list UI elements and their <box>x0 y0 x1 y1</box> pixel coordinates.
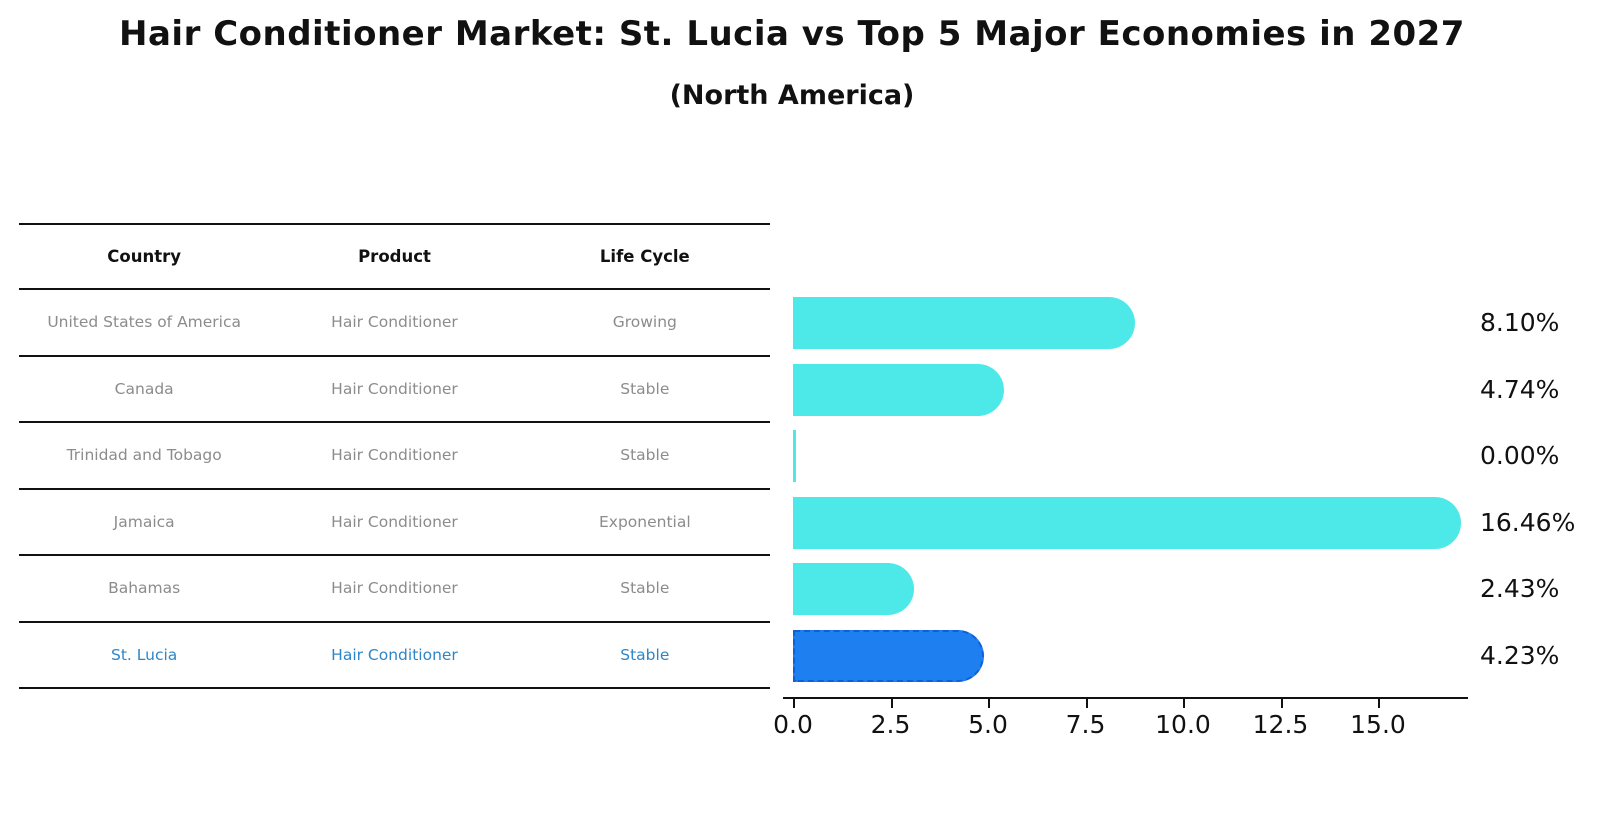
bar-trinidad-and-tobago <box>793 430 796 482</box>
chart-title: Hair Conditioner Market: St. Lucia vs To… <box>119 14 1465 54</box>
cell-life-cycle: Stable <box>620 379 670 398</box>
bar-united-states <box>793 297 1135 349</box>
bar-st-lucia <box>793 629 984 682</box>
cell-country: United States of America <box>47 313 242 332</box>
bar-chart: 8.10% 4.74% 0.00% 16.46% 2.43% 4.23% <box>773 290 1604 760</box>
cell-country: Canada <box>114 379 174 398</box>
x-axis-tick-label: 12.5 <box>1252 710 1309 739</box>
value-label-canada: 4.74% <box>1480 374 1560 404</box>
bar-jamaica <box>793 496 1461 549</box>
cell-life-cycle: Growing <box>612 313 677 332</box>
table-row-st-lucia: St. Lucia Hair Conditioner Stable <box>19 623 770 689</box>
x-axis-tick <box>1280 699 1283 708</box>
cell-product: Hair Conditioner <box>331 512 458 531</box>
bar-canada <box>793 363 1004 416</box>
x-axis-tick <box>793 699 795 708</box>
x-axis-tick <box>988 699 990 708</box>
value-label-jamaica: 16.46% <box>1480 507 1576 537</box>
column-header-country: Country <box>107 247 182 266</box>
cell-life-cycle: Stable <box>620 446 670 465</box>
x-axis-tick-label: 0.0 <box>773 710 813 739</box>
table-row-bahamas: Bahamas Hair Conditioner Stable <box>19 556 770 623</box>
x-axis-tick-label: 10.0 <box>1155 710 1211 739</box>
cell-life-cycle: Stable <box>620 645 670 664</box>
value-label-bahamas: 2.43% <box>1480 574 1560 603</box>
country-table: Country Product Life Cycle United States… <box>19 223 770 689</box>
cell-product: Hair Conditioner <box>331 579 458 598</box>
x-axis-tick <box>890 699 893 708</box>
x-axis-tick-label: 5.0 <box>968 710 1008 739</box>
table-row-united-states: United States of America Hair Conditione… <box>19 290 770 357</box>
x-axis-line <box>783 697 1468 699</box>
bar-row-united-states: 8.10% <box>793 290 1604 357</box>
bar-row-jamaica: 16.46% <box>793 490 1604 557</box>
bar-row-trinidad-and-tobago: 0.00% <box>793 423 1604 490</box>
chart-subtitle: (North America) <box>669 80 915 111</box>
table-row-jamaica: Jamaica Hair Conditioner Exponential <box>19 490 770 556</box>
bar-row-canada: 4.74% <box>793 357 1604 424</box>
value-label-trinidad-and-tobago: 0.00% <box>1480 441 1560 470</box>
cell-life-cycle: Stable <box>620 579 670 598</box>
x-axis-tick-label: 7.5 <box>1065 710 1106 739</box>
bar-row-st-lucia: 4.23% <box>793 623 1604 690</box>
cell-country: Jamaica <box>113 512 175 531</box>
column-header-life-cycle: Life Cycle <box>599 247 690 266</box>
cell-product: Hair Conditioner <box>331 379 458 398</box>
cell-product: Hair Conditioner <box>331 446 458 465</box>
x-axis-tick <box>1183 699 1185 708</box>
x-axis-tick-label: 15.0 <box>1350 710 1406 739</box>
value-label-st-lucia: 4.23% <box>1480 640 1560 670</box>
bar-bahamas <box>793 563 914 615</box>
table-row-trinidad-and-tobago: Trinidad and Tobago Hair Conditioner Sta… <box>19 423 770 490</box>
cell-country: St. Lucia <box>111 645 178 664</box>
x-axis-tick-label: 2.5 <box>870 710 911 739</box>
bar-row-bahamas: 2.43% <box>793 556 1604 623</box>
value-label-united-states: 8.10% <box>1480 308 1560 337</box>
cell-life-cycle: Exponential <box>598 512 691 531</box>
cell-country: Bahamas <box>108 579 181 598</box>
cell-country: Trinidad and Tobago <box>66 446 222 465</box>
x-axis-tick <box>1378 699 1380 708</box>
table-row-canada: Canada Hair Conditioner Stable <box>19 357 770 423</box>
cell-product: Hair Conditioner <box>331 313 458 332</box>
x-axis-tick <box>1085 699 1088 708</box>
table-header-row: Country Product Life Cycle <box>19 223 770 290</box>
column-header-product: Product <box>358 247 431 266</box>
cell-product: Hair Conditioner <box>331 645 458 664</box>
